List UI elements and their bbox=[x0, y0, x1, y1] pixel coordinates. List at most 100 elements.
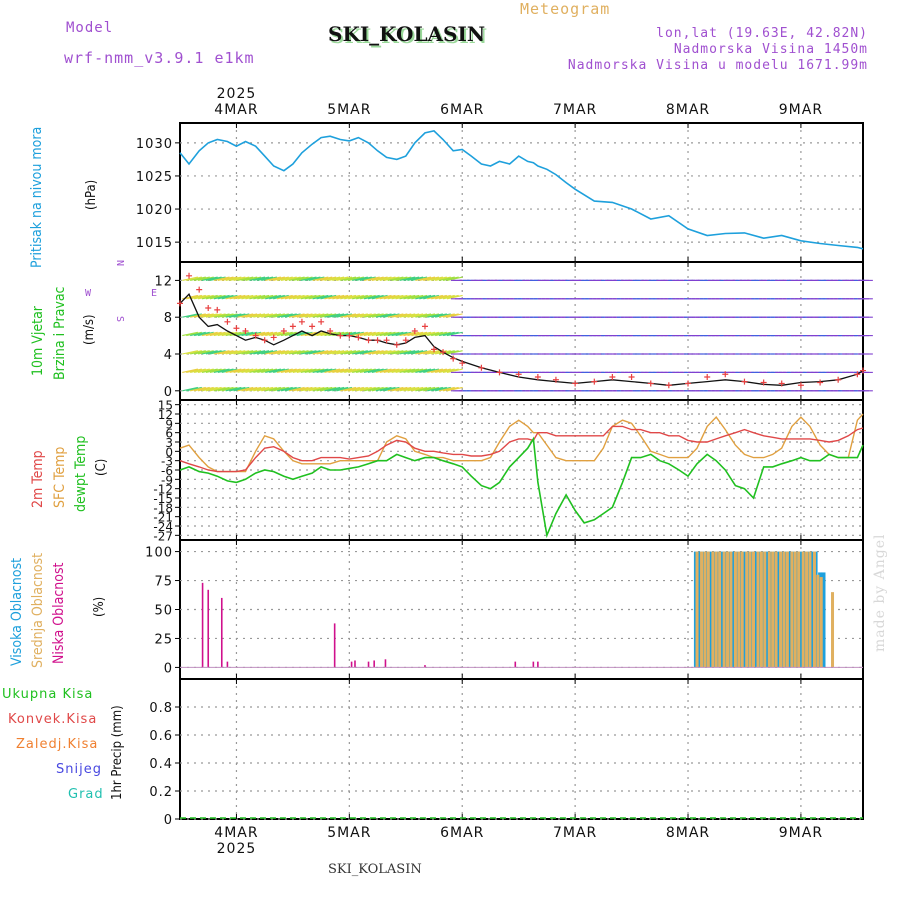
wind-gust-marker bbox=[440, 349, 447, 356]
wind-barb bbox=[229, 313, 246, 318]
wind-barb bbox=[213, 331, 230, 337]
wind-barb bbox=[209, 331, 226, 337]
wind-barb bbox=[233, 368, 250, 373]
precip-hail-label: Grad bbox=[68, 787, 104, 802]
wind-barb bbox=[253, 350, 270, 355]
wind-barb bbox=[245, 331, 262, 337]
y-tick-label: 0.4 bbox=[149, 757, 173, 772]
precip-freezing-label: Zaledj.Kisa bbox=[16, 737, 99, 752]
wind-barb bbox=[186, 331, 202, 337]
wind-barb bbox=[225, 350, 242, 355]
wind-gust-marker bbox=[318, 318, 325, 325]
wind-barb bbox=[375, 331, 392, 337]
wind-barb bbox=[403, 294, 420, 300]
wind-barb bbox=[367, 313, 384, 318]
wind-barb bbox=[336, 294, 353, 300]
wind-barb bbox=[395, 386, 412, 392]
wind-barb bbox=[288, 350, 305, 355]
wind-barb bbox=[383, 331, 400, 337]
low-cloud-bar bbox=[532, 661, 535, 668]
wind-barb bbox=[241, 294, 258, 300]
y-tick-label: 6 bbox=[165, 427, 173, 441]
wind-barb bbox=[379, 313, 396, 318]
wind-gust-marker bbox=[496, 369, 503, 376]
wind-gust-marker bbox=[572, 380, 579, 387]
high-cloud-bar bbox=[787, 551, 792, 668]
wind-barb bbox=[438, 313, 455, 318]
wind-barb bbox=[304, 368, 321, 373]
wind-barb bbox=[431, 386, 447, 392]
wind-barb bbox=[276, 350, 293, 355]
wind-barb bbox=[273, 368, 289, 373]
wind-barb bbox=[209, 386, 226, 392]
wind-barb bbox=[340, 386, 357, 392]
wind-barb bbox=[383, 368, 400, 373]
wind-barb bbox=[407, 368, 424, 373]
wind-barb bbox=[328, 350, 345, 355]
wind-barb bbox=[292, 276, 309, 281]
wind-barb bbox=[284, 368, 301, 373]
wind-barb bbox=[296, 350, 313, 355]
wind-barb bbox=[261, 313, 278, 318]
wind-gust-marker bbox=[280, 328, 287, 334]
wind-barb bbox=[446, 313, 463, 318]
wind-barb bbox=[201, 368, 218, 373]
wind-barb bbox=[300, 386, 317, 392]
wind-barb bbox=[355, 294, 372, 300]
wind-barb bbox=[221, 386, 238, 392]
mid-cloud-bar bbox=[785, 551, 789, 668]
wind-barb bbox=[237, 386, 254, 392]
wind-barb bbox=[332, 294, 349, 300]
wind-barb bbox=[193, 350, 210, 355]
wind-barb bbox=[209, 313, 226, 318]
wind-barb bbox=[292, 368, 309, 373]
wind-barb bbox=[387, 313, 404, 318]
wind-barb bbox=[427, 386, 443, 392]
wind-barb bbox=[395, 276, 412, 281]
wind-barb bbox=[403, 350, 420, 355]
wind-barb bbox=[233, 386, 250, 392]
y-tick-label: -3 bbox=[161, 455, 173, 469]
wind-barb bbox=[427, 294, 443, 300]
wind-barb bbox=[320, 350, 337, 355]
low-cloud-bar bbox=[424, 665, 426, 668]
wind-barb bbox=[209, 294, 226, 300]
wind-barb bbox=[340, 294, 357, 300]
wind-barb bbox=[399, 386, 416, 392]
wind-barb bbox=[249, 350, 266, 355]
wind-barb bbox=[423, 368, 440, 373]
wind-gust-marker bbox=[270, 334, 277, 341]
wind-gust-marker bbox=[177, 300, 183, 307]
y-tick-label: 50 bbox=[154, 604, 173, 619]
wind-barb bbox=[205, 294, 222, 300]
wind-barb bbox=[205, 368, 222, 373]
wind-barb bbox=[435, 294, 451, 300]
wind-barb bbox=[245, 313, 262, 318]
wind-barb bbox=[269, 350, 285, 355]
wind-barb bbox=[280, 276, 297, 281]
wind-barb bbox=[352, 313, 368, 318]
wind-barb bbox=[257, 313, 274, 318]
wind-barb bbox=[431, 276, 447, 281]
wind-barb bbox=[423, 350, 440, 355]
wind-gust-marker bbox=[431, 346, 438, 353]
wind-barb bbox=[431, 294, 447, 300]
wind-barb bbox=[288, 294, 305, 300]
wind-barb bbox=[237, 368, 254, 373]
wind-barb bbox=[221, 276, 238, 281]
wind-barb bbox=[446, 386, 463, 392]
high-cloud-bar bbox=[742, 551, 747, 668]
wind-barb bbox=[371, 386, 388, 392]
wind-barb bbox=[288, 276, 305, 281]
y-tick-label: -21 bbox=[153, 511, 173, 525]
pressure-line bbox=[179, 130, 864, 250]
wind-barb bbox=[205, 313, 222, 318]
wind-barb bbox=[344, 313, 361, 318]
wind-barb bbox=[371, 294, 388, 300]
y-tick-label: 1020 bbox=[136, 203, 173, 218]
wind-barb bbox=[383, 313, 400, 318]
wind-barb bbox=[197, 294, 214, 300]
wind-barb bbox=[431, 313, 447, 318]
wind-barb bbox=[352, 276, 368, 281]
